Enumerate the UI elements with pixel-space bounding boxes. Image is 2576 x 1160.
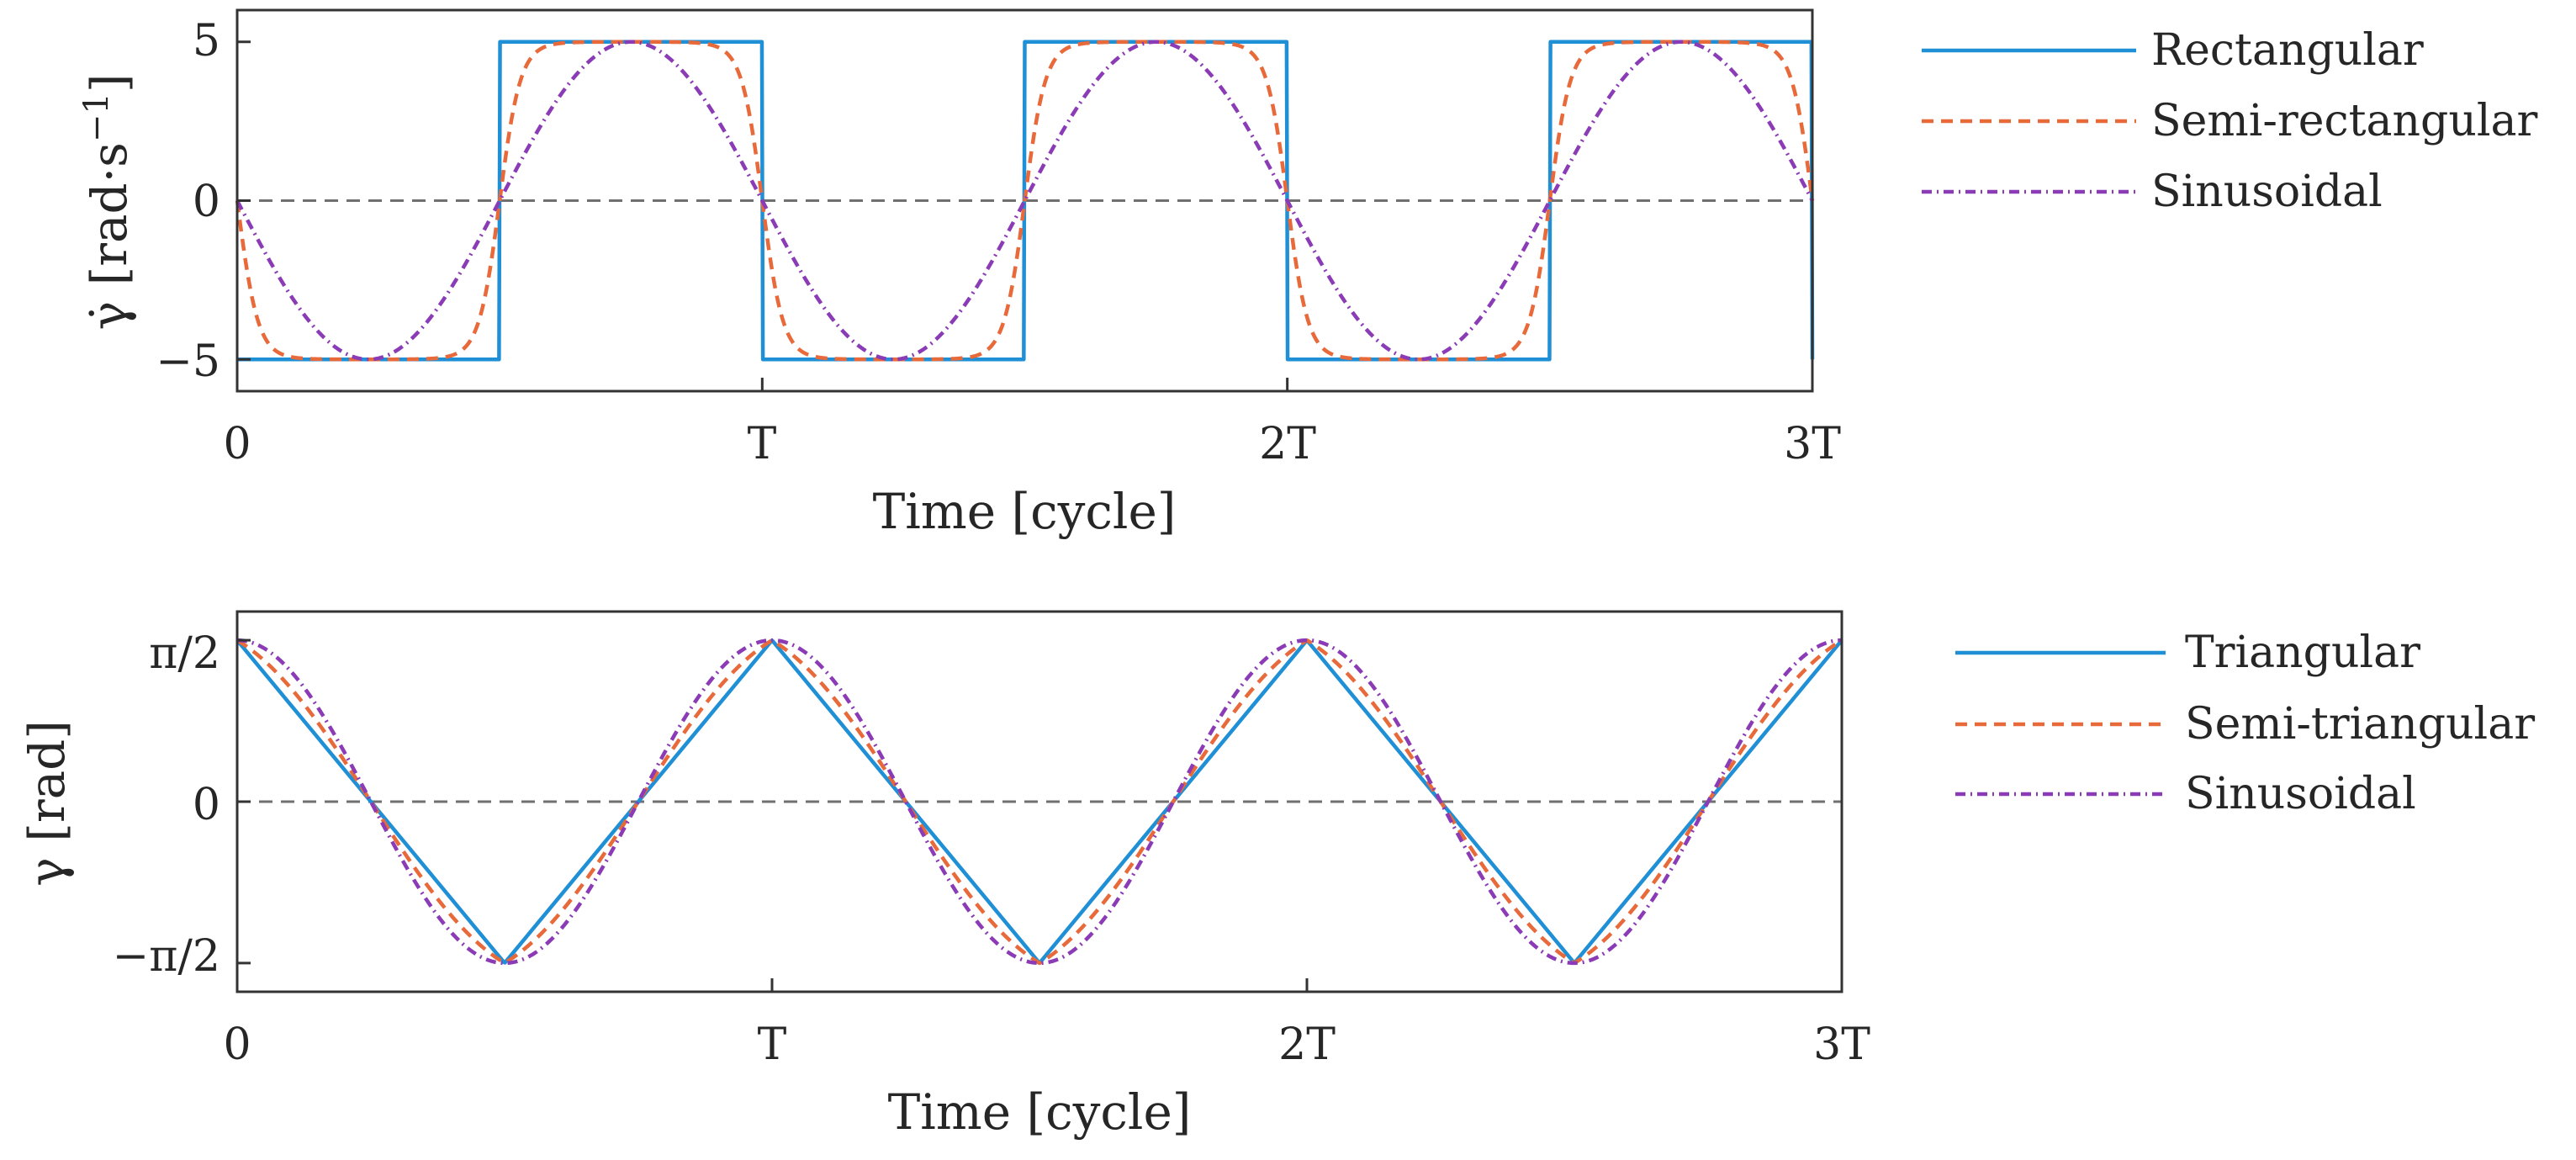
top-legend: Rectangular Semi-rectangular Sinusoidal (1922, 25, 2537, 217)
bottom-y-tick-label-1: 0 (193, 780, 220, 830)
bottom-x-tick-label-0: 0 (223, 1020, 251, 1070)
bottom-legend: Triangular Semi-triangular Sinusoidal (1955, 628, 2535, 819)
bottom-x-tick-label-1: T (758, 1020, 787, 1070)
chart-top: 0 T 2T 3T −5 0 5 Time [cycle] γ̇ [rad·s−… (77, 8, 2537, 540)
bottom-legend-label-0: Triangular (2185, 628, 2420, 678)
bottom-y-tick-label-2: π/2 (149, 628, 220, 679)
top-legend-label-0: Rectangular (2151, 25, 2424, 76)
bottom-y-axis-label: γ [rad] (19, 720, 76, 887)
top-y-axis-label: γ̇ [rad·s−1] (77, 74, 138, 331)
top-y-tick-label-0: −5 (156, 336, 220, 387)
top-x-tick-label-0: 0 (223, 419, 251, 469)
bottom-y-tick-label-0: −π/2 (113, 931, 220, 982)
top-series-square (235, 40, 1815, 362)
top-x-axis-label: Time [cycle] (873, 483, 1177, 540)
bottom-x-tick-label-3: 3T (1813, 1020, 1870, 1070)
top-y-tick-label-2: 5 (193, 16, 220, 66)
top-ticks-layer (235, 40, 1814, 391)
top-series-semi-square (235, 40, 1815, 362)
bottom-series-cosine (235, 638, 1843, 966)
bottom-legend-label-1: Semi-triangular (2185, 699, 2535, 749)
bottom-series-layer (235, 638, 1843, 966)
bottom-legend-label-2: Sinusoidal (2185, 769, 2416, 819)
top-x-tick-label-2: 2T (1259, 419, 1316, 469)
top-x-tick-label-1: T (748, 419, 777, 469)
chart-bottom: 0 T 2T 3T −π/2 0 π/2 Time [cycle] γ [rad… (19, 610, 2535, 1141)
top-series-layer (235, 40, 1815, 362)
top-y-tick-label-1: 0 (193, 177, 220, 227)
top-legend-label-2: Sinusoidal (2151, 167, 2383, 217)
bottom-x-tick-label-2: 2T (1278, 1020, 1336, 1070)
top-x-tick-label-3: 3T (1784, 419, 1841, 469)
bottom-ticks-layer (235, 638, 1843, 992)
top-legend-label-1: Semi-rectangular (2151, 96, 2537, 146)
bottom-x-axis-label: Time [cycle] (888, 1083, 1192, 1141)
